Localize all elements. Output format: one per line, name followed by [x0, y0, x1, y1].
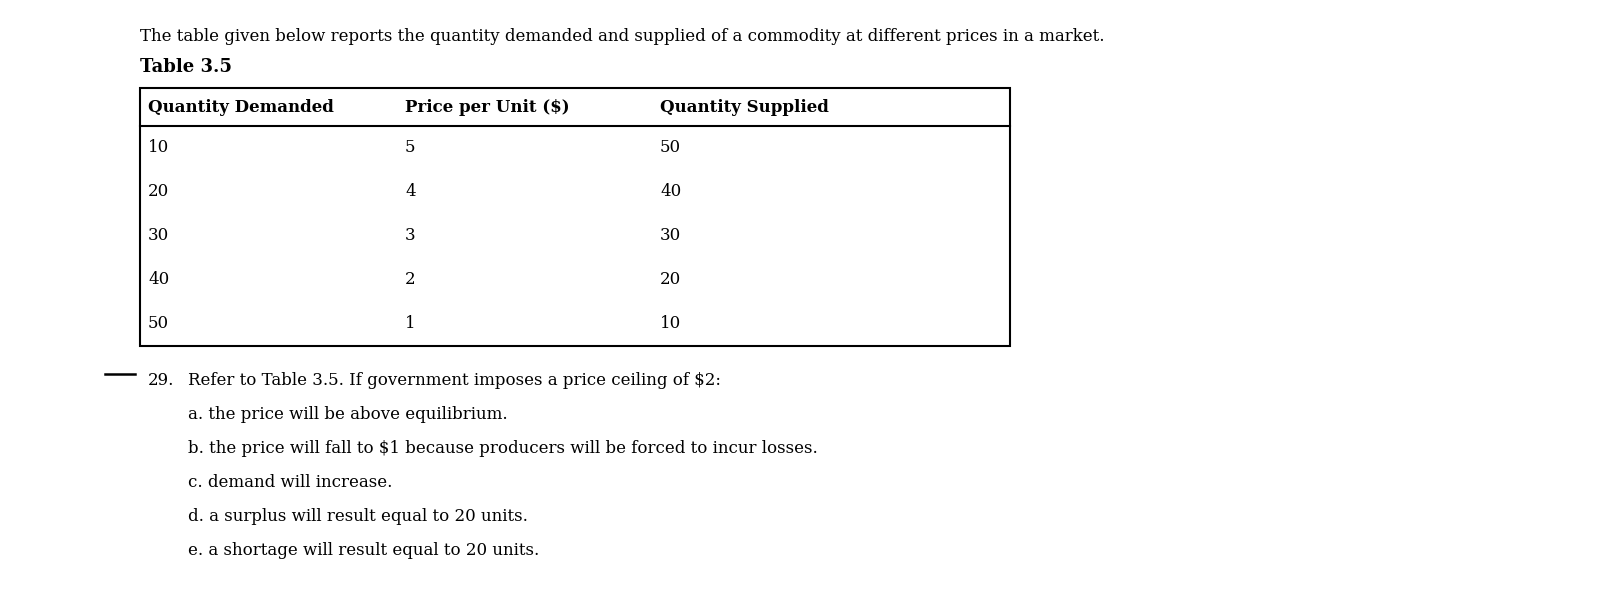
Text: 30: 30	[660, 227, 681, 244]
Text: 30: 30	[147, 227, 170, 244]
Text: 20: 20	[147, 184, 170, 201]
Text: 20: 20	[660, 272, 681, 289]
Text: Table 3.5: Table 3.5	[141, 58, 231, 76]
Text: e. a shortage will result equal to 20 units.: e. a shortage will result equal to 20 un…	[188, 542, 539, 559]
Text: Quantity Demanded: Quantity Demanded	[147, 99, 333, 116]
Bar	[141, 88, 1010, 346]
Text: 10: 10	[147, 139, 170, 156]
Text: 40: 40	[660, 184, 681, 201]
Text: 3: 3	[404, 227, 416, 244]
Text: 10: 10	[660, 316, 681, 333]
Text: The table given below reports the quantity demanded and supplied of a commodity : The table given below reports the quanti…	[141, 28, 1105, 45]
Text: 40: 40	[147, 272, 170, 289]
Text: 4: 4	[404, 184, 416, 201]
Text: 29.: 29.	[147, 372, 175, 389]
Text: d. a surplus will result equal to 20 units.: d. a surplus will result equal to 20 uni…	[188, 508, 527, 525]
Text: 50: 50	[147, 316, 170, 333]
Text: 50: 50	[660, 139, 681, 156]
Text: 1: 1	[404, 316, 416, 333]
Text: Quantity Supplied: Quantity Supplied	[660, 99, 828, 116]
Text: c. demand will increase.: c. demand will increase.	[188, 474, 393, 491]
Text: 5: 5	[404, 139, 416, 156]
Text: b. the price will fall to $1 because producers will be forced to incur losses.: b. the price will fall to $1 because pro…	[188, 440, 817, 457]
Text: Price per Unit ($): Price per Unit ($)	[404, 99, 570, 116]
Text: Refer to Table 3.5. If government imposes a price ceiling of $2:: Refer to Table 3.5. If government impose…	[188, 372, 722, 389]
Text: a. the price will be above equilibrium.: a. the price will be above equilibrium.	[188, 406, 508, 423]
Text: 2: 2	[404, 272, 416, 289]
